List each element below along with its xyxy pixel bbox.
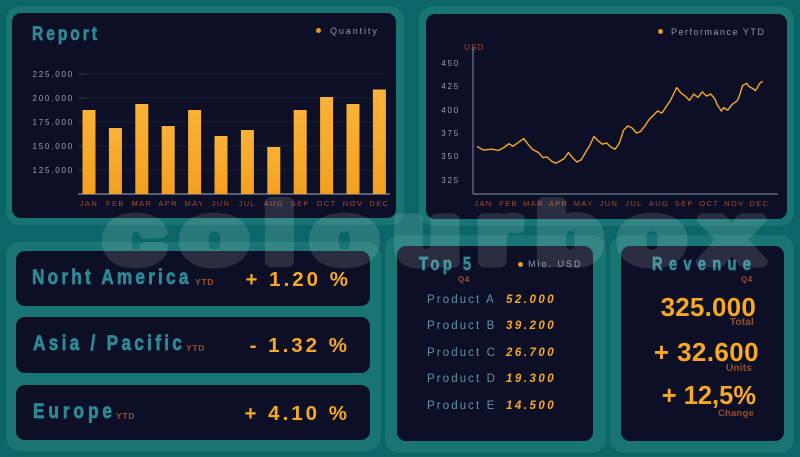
svg-text:JUN: JUN — [212, 199, 231, 208]
svg-text:125.000: 125.000 — [32, 166, 74, 175]
svg-text:FEB: FEB — [499, 199, 518, 208]
svg-text:225.000: 225.000 — [32, 70, 74, 79]
svg-text:JAN: JAN — [474, 199, 492, 208]
svg-text:OCT: OCT — [317, 199, 337, 208]
svg-text:350: 350 — [441, 152, 460, 161]
svg-text:FEB: FEB — [106, 199, 125, 208]
svg-text:150.000: 150.000 — [32, 142, 74, 151]
svg-text:JAN: JAN — [80, 199, 98, 208]
svg-text:JUN: JUN — [600, 199, 619, 208]
svg-text:JUL: JUL — [239, 199, 257, 208]
svg-text:DEC: DEC — [749, 199, 769, 208]
svg-text:APR: APR — [158, 199, 178, 208]
svg-text:MAY: MAY — [185, 199, 205, 208]
svg-text:NOV: NOV — [724, 199, 744, 208]
svg-text:400: 400 — [441, 106, 460, 115]
svg-text:AUG: AUG — [264, 199, 284, 208]
svg-text:MAY: MAY — [574, 199, 594, 208]
svg-text:USD: USD — [464, 43, 485, 52]
svg-text:OCT: OCT — [699, 199, 719, 208]
svg-text:200.000: 200.000 — [32, 94, 74, 103]
svg-text:AUG: AUG — [649, 199, 669, 208]
svg-text:APR: APR — [549, 199, 569, 208]
svg-text:DEC: DEC — [369, 199, 389, 208]
svg-text:SEP: SEP — [675, 199, 694, 208]
svg-text:375: 375 — [441, 129, 460, 138]
svg-text:MAR: MAR — [523, 199, 544, 208]
svg-text:SEP: SEP — [291, 199, 310, 208]
svg-text:MAR: MAR — [131, 199, 152, 208]
svg-text:450: 450 — [441, 59, 460, 68]
svg-text:JUL: JUL — [625, 199, 643, 208]
svg-text:425: 425 — [441, 82, 460, 91]
svg-text:175.000: 175.000 — [32, 118, 74, 127]
svg-text:325: 325 — [441, 176, 460, 185]
svg-text:NOV: NOV — [343, 199, 363, 208]
